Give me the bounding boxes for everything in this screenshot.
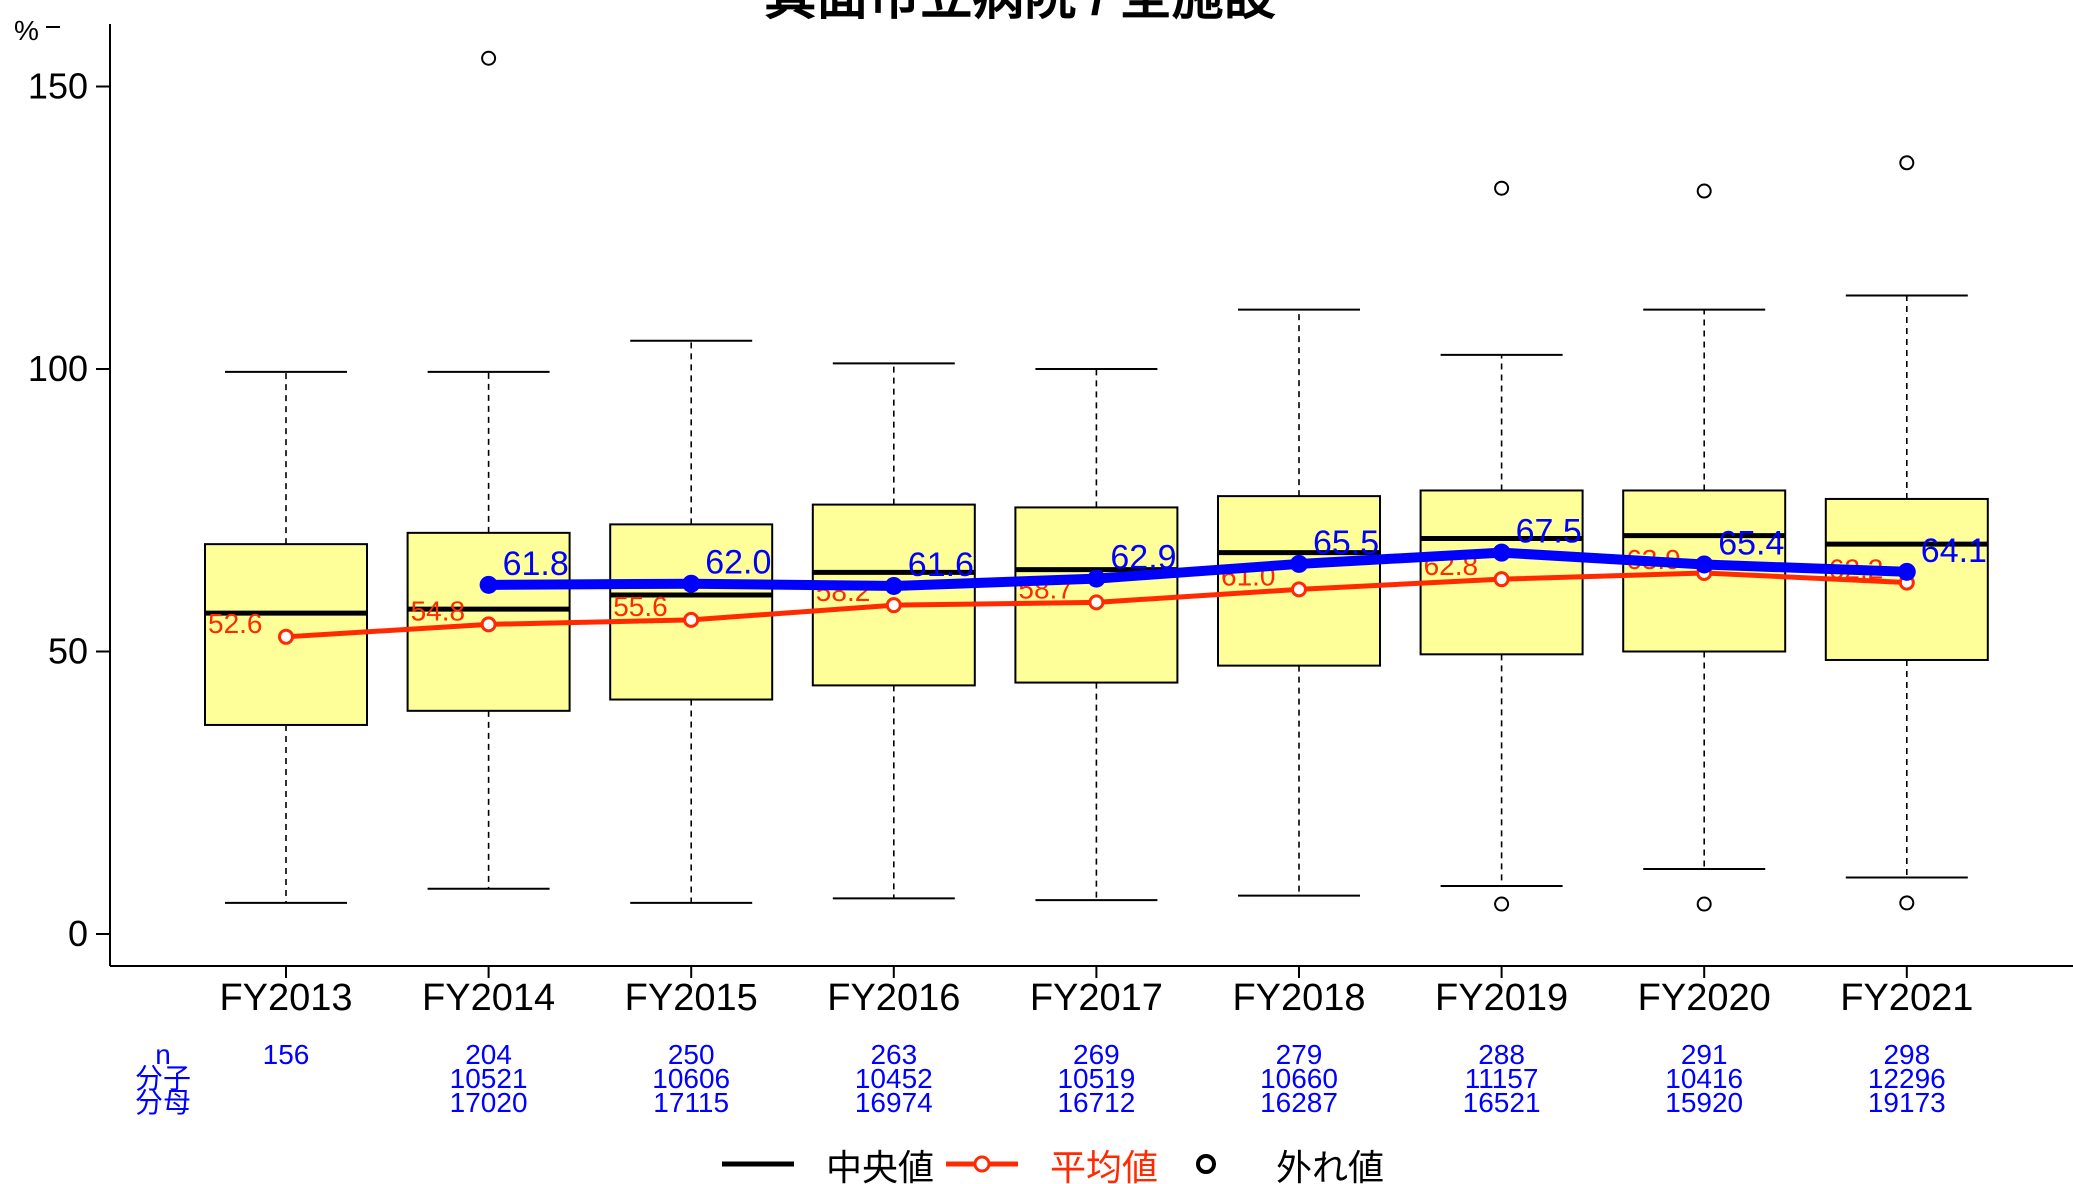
table-cell: 16712 — [1057, 1087, 1135, 1118]
blue-series-line — [488, 547, 1907, 591]
blue-series-point — [1087, 569, 1106, 588]
x-tick-label: FY2018 — [1232, 977, 1365, 1019]
mean-series-point — [1291, 581, 1307, 598]
table-cell: 10519 — [1057, 1063, 1135, 1094]
x-tick-label: FY2015 — [625, 977, 758, 1019]
box — [1217, 495, 1381, 667]
outlier-point — [1696, 183, 1712, 199]
mean-value-label: 54.8 — [411, 595, 466, 626]
x-tick-label: FY2020 — [1638, 977, 1771, 1019]
blue-value-label: 67.5 — [1516, 513, 1582, 551]
blue-series-point — [1290, 554, 1308, 573]
blue-series-point — [1492, 543, 1511, 562]
table-cell: 11157 — [1465, 1063, 1539, 1094]
table-cell: 19173 — [1868, 1087, 1946, 1118]
table-cell: 269 — [1073, 1039, 1120, 1070]
mean-series-point — [278, 628, 294, 645]
blue-series-point — [1897, 562, 1916, 581]
table-cell: 16521 — [1463, 1087, 1541, 1118]
mean-value-label: 55.6 — [613, 591, 668, 622]
legend-outlier-label: 外れ値 — [1276, 1147, 1384, 1184]
mean-series-point — [683, 611, 700, 628]
table-cell: 16974 — [855, 1087, 933, 1118]
outlier-point — [1494, 896, 1510, 912]
table-cell: 16287 — [1260, 1087, 1338, 1118]
mean-series-point — [480, 616, 497, 633]
mean-series-point — [1493, 571, 1510, 588]
legend-mean-marker — [973, 1155, 991, 1173]
x-tick-label: FY2013 — [219, 977, 352, 1019]
table-cell: 15920 — [1665, 1087, 1743, 1118]
x-tick-label: FY2019 — [1435, 977, 1568, 1019]
y-tick-label: 0 — [68, 913, 88, 954]
blue-value-label: 62.9 — [1110, 539, 1176, 577]
legend: 中央値 平均値 外れ値 — [722, 1147, 1384, 1184]
mean-series-point — [885, 597, 902, 614]
blue-series-point — [479, 575, 498, 594]
table-row-label: n — [155, 1039, 171, 1070]
table-row-label: 分母 — [135, 1087, 191, 1118]
blue-value-label: 62.0 — [705, 544, 771, 582]
table-cell: 10660 — [1260, 1063, 1338, 1094]
table-cell: 17115 — [653, 1087, 729, 1118]
table-cell: 10452 — [855, 1063, 933, 1094]
legend-median-label: 中央値 — [826, 1147, 934, 1184]
y-tick-label: 150 — [28, 66, 88, 107]
mean-series-point — [1088, 594, 1105, 611]
blue-series-point — [884, 576, 903, 595]
table-cell: 156 — [263, 1039, 310, 1070]
blue-series-point — [682, 574, 701, 593]
legend-outlier-marker — [1196, 1154, 1216, 1174]
y-tick-label: 50 — [48, 631, 88, 672]
table-cell: 204 — [465, 1039, 512, 1070]
table-cell: 263 — [870, 1039, 917, 1070]
outlier-point — [1899, 895, 1915, 911]
table-cell: 291 — [1681, 1039, 1728, 1070]
box — [811, 503, 976, 687]
blue-value-label: 65.5 — [1313, 524, 1379, 562]
x-tick-label: FY2017 — [1030, 977, 1163, 1019]
legend-mean-label: 平均値 — [1050, 1147, 1158, 1184]
table-cell: 10606 — [652, 1063, 730, 1094]
axes: 0 50 100 150 FY2013 FY2014 FY2015 FY2016 FY2017 F… — [28, 24, 2073, 1019]
chart-title: 箕面市立病院 / 全施設 — [764, 0, 1275, 26]
table-cell: 10521 — [450, 1063, 528, 1094]
table-cell: 279 — [1276, 1039, 1323, 1070]
table-cell: 250 — [668, 1039, 715, 1070]
outlier-point — [1696, 896, 1712, 912]
table-cell: 298 — [1883, 1039, 1930, 1070]
y-tick-label: 100 — [28, 348, 88, 389]
outlier-point — [1494, 180, 1510, 196]
x-tick-label: FY2014 — [422, 977, 555, 1019]
blue-series-point — [1695, 555, 1714, 574]
table-cell: 288 — [1478, 1039, 1525, 1070]
outlier-point — [1899, 155, 1915, 171]
boxplots — [204, 50, 1989, 912]
table-row-label: 分子 — [135, 1063, 191, 1094]
mean-value-label: 52.6 — [208, 608, 263, 639]
blue-value-label: 61.8 — [503, 545, 569, 583]
table-cell: 17020 — [450, 1087, 528, 1118]
x-tick-label: FY2016 — [827, 977, 960, 1019]
table-cell: 12296 — [1868, 1063, 1946, 1094]
blue-value-label: 64.1 — [1921, 532, 1987, 570]
y-axis-label: % — [14, 15, 39, 46]
blue-value-label: 65.4 — [1718, 524, 1784, 562]
x-tick-label: FY2021 — [1840, 977, 1973, 1019]
series-lines: 52.6 54.8 55.6 58.2 58.7 61.0 62.8 63.9 62.261.8… — [208, 513, 1987, 645]
table-cell: 10416 — [1665, 1063, 1743, 1094]
outlier-point — [481, 50, 497, 66]
blue-value-label: 61.6 — [908, 546, 974, 584]
